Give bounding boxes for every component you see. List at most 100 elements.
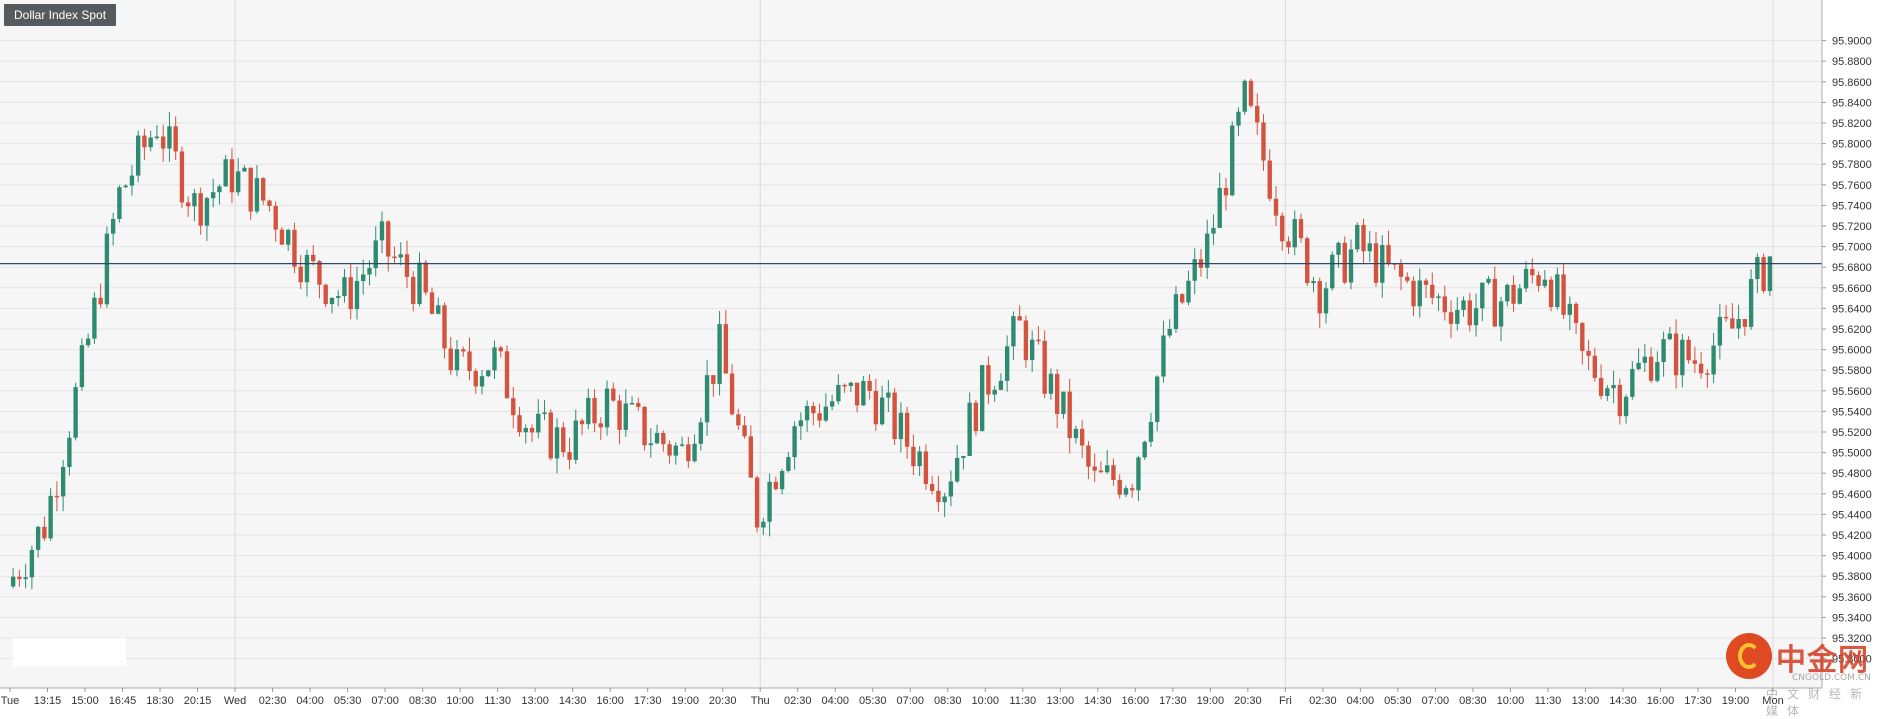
y-tick-label: 95.7800 (1832, 159, 1872, 171)
candle-body (704, 375, 710, 423)
x-axis: Tue 13:15 15:00 16:45 18:30 20:15 Wed 02:30 04:0… (0, 687, 1822, 707)
candle-body (417, 262, 422, 305)
candle-body (1248, 80, 1254, 106)
candle-body (1142, 441, 1147, 458)
x-tick-label: 07:00 (896, 695, 924, 707)
candle-body (861, 380, 866, 406)
candle-body (529, 427, 535, 433)
candle-body (792, 426, 797, 458)
candle-body (1292, 219, 1297, 248)
candle-body (1417, 280, 1422, 307)
candle-body (35, 526, 41, 550)
candle-body (817, 413, 822, 421)
candle-body (1748, 279, 1754, 327)
candle-body (167, 126, 172, 149)
candle-body (798, 420, 804, 427)
candle-body (1605, 388, 1610, 396)
candle-body (1367, 243, 1372, 252)
y-tick-label: 95.3800 (1832, 571, 1872, 583)
candle-body (592, 397, 597, 424)
candle-body (629, 402, 635, 405)
candle-body (811, 405, 816, 414)
candle-body (236, 171, 241, 193)
candle-body (342, 277, 347, 297)
candle-body (1617, 384, 1623, 417)
candle-body (742, 425, 747, 437)
candle-body (311, 254, 316, 262)
candle-body (886, 392, 891, 398)
candle-body (192, 193, 197, 207)
watermark-cn: 中金网 (1776, 643, 1869, 678)
candle-body (1355, 224, 1360, 250)
candle-body (73, 387, 78, 438)
candle-body (1517, 288, 1522, 304)
x-tick-label: 17:30 (1159, 695, 1187, 707)
candle-body (642, 406, 647, 446)
candle-body (148, 137, 153, 148)
candle-body (673, 445, 679, 456)
x-tick-label: 11:30 (484, 695, 511, 707)
candle-body (1023, 320, 1029, 361)
y-tick-label: 95.4200 (1832, 530, 1872, 542)
candle-body (1680, 339, 1685, 376)
candle-body (304, 254, 310, 283)
candle-body (79, 345, 85, 388)
candle-body (1698, 363, 1704, 374)
candle-body (411, 276, 416, 305)
y-tick-label: 95.8800 (1832, 56, 1872, 68)
candle-body (98, 297, 103, 305)
y-tick-label: 95.4400 (1832, 509, 1872, 521)
candle-body (373, 240, 378, 269)
candle-body (1436, 296, 1441, 298)
x-tick-label: 05:30 (1384, 695, 1412, 707)
candle-body (1217, 187, 1222, 228)
x-tick-label: 08:30 (409, 695, 437, 707)
candle-body (1530, 268, 1535, 276)
candle-body (1267, 160, 1272, 199)
candle-body (461, 349, 466, 352)
candle-body (1086, 445, 1091, 467)
y-axis: 95.9000 95.8800 95.8600 95.8400 95.8200 95.80… (1821, 0, 1886, 711)
candle-body (1117, 479, 1122, 495)
candle-body (542, 412, 547, 414)
candle-body (423, 262, 428, 293)
candle-body (517, 415, 522, 433)
candle-body (1029, 339, 1035, 361)
candle-body (1448, 312, 1454, 324)
candle-body (1317, 281, 1322, 314)
candle-body (479, 376, 485, 387)
y-tick-label: 95.5200 (1832, 427, 1872, 439)
y-tick-label: 95.4800 (1832, 468, 1872, 480)
y-tick-label: 95.3600 (1832, 592, 1872, 604)
x-tick-label: 20:15 (184, 695, 212, 707)
candle-body (1348, 249, 1354, 283)
candle-body (1711, 345, 1716, 375)
candle-body (829, 401, 835, 407)
x-tick-label: 13:00 (1047, 695, 1075, 707)
candle-body (23, 577, 28, 580)
candle-body (1273, 198, 1279, 216)
candle-body (1655, 362, 1660, 381)
candle-body (1192, 259, 1197, 281)
candle-body (748, 436, 754, 478)
candle-body (1398, 264, 1404, 277)
candle-body (1411, 280, 1416, 307)
candle-body (892, 392, 897, 440)
candle-body (1079, 428, 1085, 446)
candle-body (754, 477, 760, 528)
chart-title: Dollar Index Spot (4, 4, 117, 26)
candle-body (1242, 80, 1247, 112)
candle-body (698, 422, 704, 444)
candle-body (223, 159, 228, 187)
candle-body (1286, 241, 1291, 248)
candle-body (611, 388, 616, 401)
x-tick-label: 02:30 (1309, 695, 1337, 707)
candle-body (1642, 356, 1648, 363)
candle-body (135, 135, 141, 176)
candle-body (367, 268, 372, 275)
candles-layer (10, 78, 1773, 590)
x-tick-label: 19:00 (671, 695, 699, 707)
candle-body (1742, 319, 1748, 327)
candle-body (48, 495, 53, 539)
